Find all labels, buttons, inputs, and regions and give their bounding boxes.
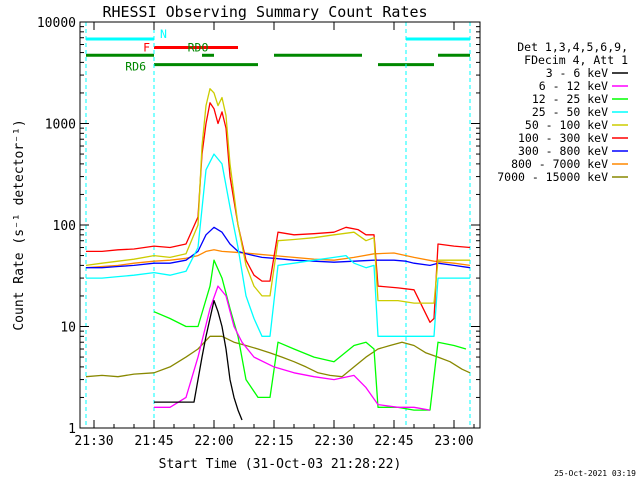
x-tick-label-22-30: 22:30: [314, 434, 353, 449]
series-line-7000-15000-kev: [85, 335, 471, 378]
y-tick-label-100: 100: [53, 219, 76, 234]
x-axis: 21:30 21:45 22:00 22:15 22:30 22:45 23:00: [74, 22, 475, 449]
x-tick-label-23-00: 23:00: [434, 434, 473, 449]
legend-header-1: FDecim 4, Att 1: [524, 53, 628, 67]
legend-label-800-7000-kev: 800 - 7000 keV: [511, 157, 608, 171]
y-tick-label-10000: 10000: [37, 16, 76, 31]
legend-label-3-6-kev: 3 - 6 keV: [546, 66, 608, 80]
flag-label-rdo: RDO: [188, 40, 209, 54]
x-tick-label-21-45: 21:45: [134, 434, 173, 449]
flag-label-f: F: [143, 41, 150, 55]
plot-frame: [79, 21, 481, 429]
series-line-300-800-kev: [86, 226, 471, 269]
plot-series: [85, 88, 471, 421]
legend-label-50-100-kev: 50 - 100 keV: [525, 118, 608, 132]
series-line-50-100-kev: [85, 88, 470, 304]
legend: Det 1,3,4,5,6,9,FDecim 4, Att 13 - 6 keV…: [497, 40, 628, 184]
series-line-3-6-kev: [154, 299, 243, 421]
legend-header-0: Det 1,3,4,5,6,9,: [517, 40, 628, 54]
legend-label-300-800-kev: 300 - 800 keV: [518, 144, 608, 158]
series-line-100-300-kev: [86, 102, 471, 323]
x-tick-label-22-00: 22:00: [194, 434, 233, 449]
y-axis: 1 10 100 1000 10000: [37, 16, 480, 437]
flag-label-n: N: [160, 27, 167, 41]
series-line-6-12-kev: [154, 285, 431, 411]
timestamp: 25-Oct-2021 03:19: [554, 469, 636, 478]
series-line-12-25-kev: [153, 259, 467, 411]
x-tick-label-22-15: 22:15: [254, 434, 293, 449]
legend-label-25-50-kev: 25 - 50 keV: [532, 105, 608, 119]
legend-label-100-300-kev: 100 - 300 keV: [518, 131, 608, 145]
y-tick-label-1000: 1000: [45, 118, 76, 133]
y-tick-label-1: 1: [68, 422, 76, 437]
legend-label-12-25-kev: 12 - 25 keV: [532, 92, 608, 106]
series-line-25-50-kev: [86, 153, 470, 337]
x-tick-label-21-30: 21:30: [74, 434, 113, 449]
x-tick-label-22-45: 22:45: [374, 434, 413, 449]
dashed-markers: [85, 22, 471, 428]
y-tick-label-10: 10: [60, 321, 76, 336]
chart-title: RHESSI Observing Summary Count Rates: [102, 3, 427, 21]
y-axis-label: Count Rate (s⁻¹ detector⁻¹): [12, 119, 27, 330]
x-axis-label: Start Time (31-Oct-03 21:28:22): [159, 457, 402, 472]
flag-label-rd6: RD6: [125, 60, 146, 74]
legend-label-6-12-kev: 6 - 12 keV: [539, 79, 608, 93]
flag-bars: NF RDO RD6: [86, 27, 470, 74]
legend-label-7000-15000-kev: 7000 - 15000 keV: [497, 170, 608, 184]
